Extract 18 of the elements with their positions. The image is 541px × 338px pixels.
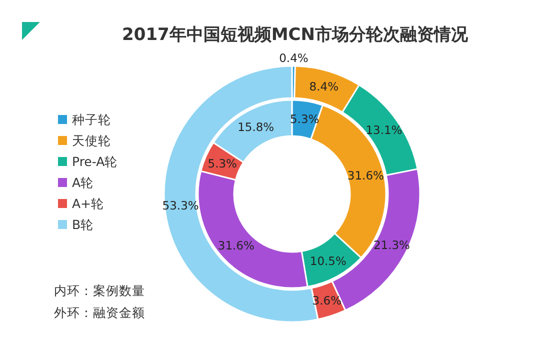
data-label: 8.4% xyxy=(309,80,339,94)
data-label: 0.4% xyxy=(279,51,308,66)
data-label: 31.6% xyxy=(347,168,384,182)
legend-label: 种子轮 xyxy=(72,112,111,127)
text: 内环：案例数量 xyxy=(54,283,145,298)
legend-label: 天使轮 xyxy=(72,133,111,148)
text: 外环：融资金额 xyxy=(54,305,145,320)
data-label: 15.8% xyxy=(238,120,274,134)
legend-label: Pre-A轮 xyxy=(72,154,118,169)
legend-label: B轮 xyxy=(72,217,94,232)
data-label: 53.3% xyxy=(162,198,199,212)
legend-label: A轮 xyxy=(72,175,94,190)
chart-title: 2017年中国短视频MCN市场分轮次融资情况 xyxy=(122,25,469,45)
data-label: 5.3% xyxy=(208,156,238,171)
legend-label: A+轮 xyxy=(72,196,104,211)
data-label: 10.5% xyxy=(310,254,346,268)
data-label: 13.1% xyxy=(366,123,402,138)
data-label: 31.6% xyxy=(218,238,254,253)
